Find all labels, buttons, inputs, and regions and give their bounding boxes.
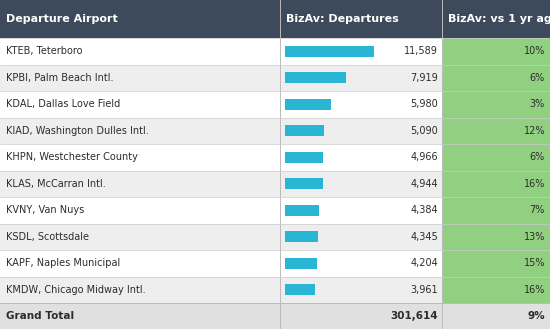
Bar xyxy=(285,152,323,163)
Bar xyxy=(285,205,318,215)
Text: KTEB, Teterboro: KTEB, Teterboro xyxy=(6,46,82,56)
Text: 16%: 16% xyxy=(524,179,545,189)
Bar xyxy=(442,91,550,117)
Text: 7,919: 7,919 xyxy=(410,73,438,83)
Bar xyxy=(442,276,550,303)
Bar xyxy=(442,64,550,91)
Bar xyxy=(442,303,550,329)
Text: 4,944: 4,944 xyxy=(410,179,438,189)
Text: 5,980: 5,980 xyxy=(410,99,438,109)
Text: KIAD, Washington Dulles Intl.: KIAD, Washington Dulles Intl. xyxy=(6,126,149,136)
Bar xyxy=(442,38,550,64)
Text: BizAv: vs 1 yr ago: BizAv: vs 1 yr ago xyxy=(448,14,550,24)
Text: 4,204: 4,204 xyxy=(410,258,438,268)
Bar xyxy=(285,46,374,57)
Bar xyxy=(0,197,442,223)
Bar xyxy=(0,276,442,303)
Text: 13%: 13% xyxy=(524,232,545,242)
Bar xyxy=(442,144,550,170)
Bar xyxy=(285,231,318,242)
Text: 11,589: 11,589 xyxy=(404,46,438,56)
Bar xyxy=(442,250,550,276)
Text: Grand Total: Grand Total xyxy=(6,311,74,321)
Text: KDAL, Dallas Love Field: KDAL, Dallas Love Field xyxy=(6,99,120,109)
Text: KAPF, Naples Municipal: KAPF, Naples Municipal xyxy=(6,258,120,268)
Text: KHPN, Westchester County: KHPN, Westchester County xyxy=(6,152,138,162)
Bar xyxy=(0,250,442,276)
Bar xyxy=(285,178,323,189)
Text: 6%: 6% xyxy=(530,152,545,162)
Bar xyxy=(442,223,550,250)
Text: Departure Airport: Departure Airport xyxy=(6,14,118,24)
Text: 4,345: 4,345 xyxy=(410,232,438,242)
Text: 6%: 6% xyxy=(530,73,545,83)
Bar xyxy=(285,285,316,295)
Text: KSDL, Scottsdale: KSDL, Scottsdale xyxy=(6,232,89,242)
Text: 15%: 15% xyxy=(524,258,545,268)
Text: 3,961: 3,961 xyxy=(410,285,438,295)
Bar xyxy=(0,0,550,38)
Bar xyxy=(0,144,442,170)
Bar xyxy=(285,99,331,110)
Text: 301,614: 301,614 xyxy=(390,311,438,321)
Bar xyxy=(0,91,442,117)
Text: 12%: 12% xyxy=(524,126,545,136)
Bar xyxy=(285,258,317,268)
Bar xyxy=(442,197,550,223)
Text: KPBI, Palm Beach Intl.: KPBI, Palm Beach Intl. xyxy=(6,73,113,83)
Text: 4,966: 4,966 xyxy=(410,152,438,162)
Bar xyxy=(0,223,442,250)
Bar xyxy=(0,38,442,64)
Text: 10%: 10% xyxy=(524,46,545,56)
Bar xyxy=(285,125,324,136)
Bar xyxy=(442,117,550,144)
Bar xyxy=(0,170,442,197)
Bar xyxy=(285,72,346,83)
Text: 9%: 9% xyxy=(527,311,545,321)
Bar xyxy=(442,170,550,197)
Bar xyxy=(0,303,442,329)
Text: 7%: 7% xyxy=(530,205,545,215)
Text: BizAv: Departures: BizAv: Departures xyxy=(286,14,399,24)
Text: 16%: 16% xyxy=(524,285,545,295)
Bar xyxy=(0,64,442,91)
Text: KLAS, McCarran Intl.: KLAS, McCarran Intl. xyxy=(6,179,106,189)
Text: KMDW, Chicago Midway Intl.: KMDW, Chicago Midway Intl. xyxy=(6,285,146,295)
Text: 4,384: 4,384 xyxy=(410,205,438,215)
Text: 3%: 3% xyxy=(530,99,545,109)
Bar xyxy=(0,117,442,144)
Text: 5,090: 5,090 xyxy=(410,126,438,136)
Text: KVNY, Van Nuys: KVNY, Van Nuys xyxy=(6,205,84,215)
